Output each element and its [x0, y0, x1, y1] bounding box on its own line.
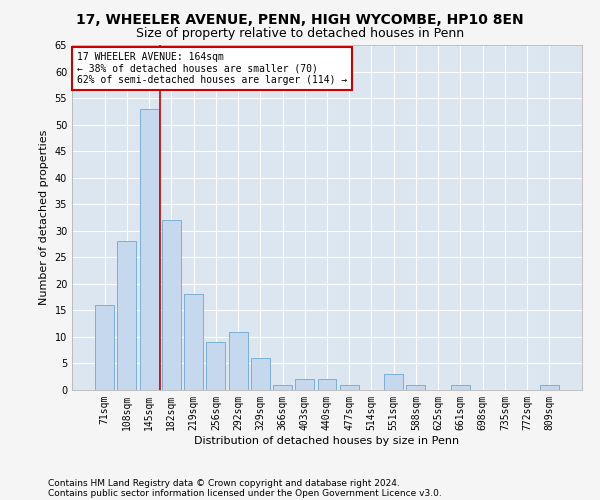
Bar	[162, 220, 181, 390]
Bar	[206, 342, 225, 390]
Text: Size of property relative to detached houses in Penn: Size of property relative to detached ho…	[136, 28, 464, 40]
Text: 17 WHEELER AVENUE: 164sqm
← 38% of detached houses are smaller (70)
62% of semi-: 17 WHEELER AVENUE: 164sqm ← 38% of detac…	[77, 52, 347, 85]
Bar	[317, 380, 337, 390]
Text: Contains public sector information licensed under the Open Government Licence v3: Contains public sector information licen…	[48, 488, 442, 498]
Bar	[118, 242, 136, 390]
X-axis label: Distribution of detached houses by size in Penn: Distribution of detached houses by size …	[194, 436, 460, 446]
Bar	[140, 108, 158, 390]
Bar	[540, 384, 559, 390]
Bar	[406, 384, 425, 390]
Bar	[340, 384, 359, 390]
Bar	[251, 358, 270, 390]
Bar	[295, 380, 314, 390]
Bar	[95, 305, 114, 390]
Bar	[451, 384, 470, 390]
Y-axis label: Number of detached properties: Number of detached properties	[39, 130, 49, 305]
Text: 17, WHEELER AVENUE, PENN, HIGH WYCOMBE, HP10 8EN: 17, WHEELER AVENUE, PENN, HIGH WYCOMBE, …	[76, 12, 524, 26]
Text: Contains HM Land Registry data © Crown copyright and database right 2024.: Contains HM Land Registry data © Crown c…	[48, 478, 400, 488]
Bar	[273, 384, 292, 390]
Bar	[229, 332, 248, 390]
Bar	[184, 294, 203, 390]
Bar	[384, 374, 403, 390]
